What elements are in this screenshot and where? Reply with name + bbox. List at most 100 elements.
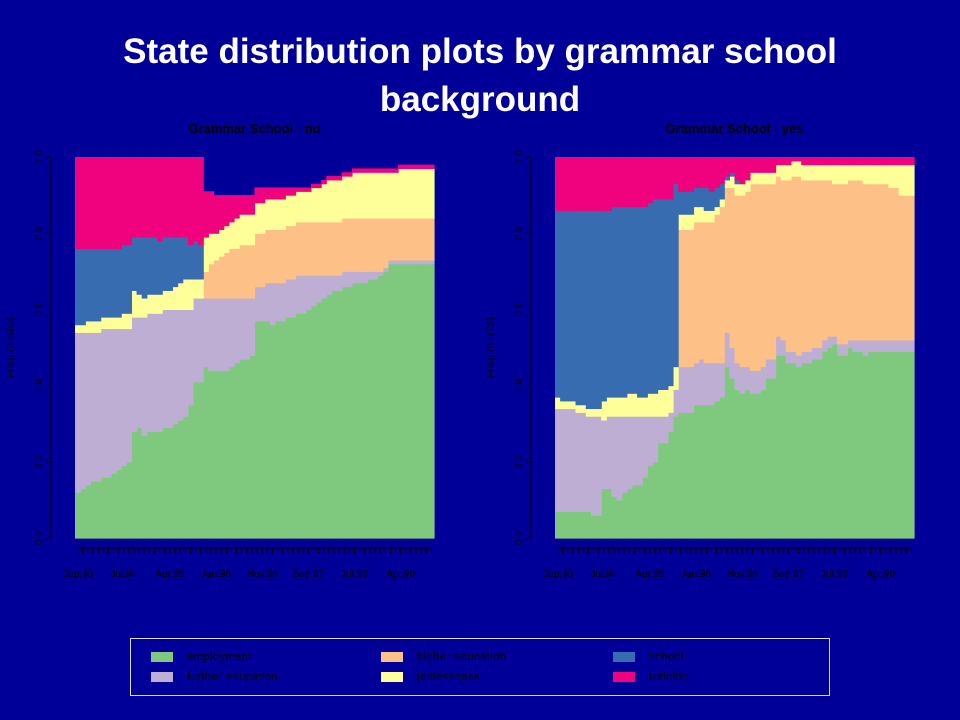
area-segment-training: [162, 157, 168, 238]
area-segment-school: [642, 206, 648, 398]
area-segment-employment: [816, 358, 823, 539]
area-segment-further-education: [667, 412, 674, 432]
area-segment-training: [898, 157, 905, 166]
area-segment-employment: [341, 286, 348, 539]
area-segment-higher-education: [693, 221, 700, 364]
area-segment-training: [590, 157, 597, 211]
x-tick-label: Jul.98: [341, 569, 368, 580]
area-segment-school: [560, 210, 566, 402]
area-segment-employment: [172, 423, 179, 539]
area-segment-employment: [382, 271, 389, 539]
area-segment-further-education: [259, 286, 266, 322]
area-segment-joblessness: [387, 172, 394, 219]
area-segment-training: [570, 157, 577, 211]
area-segment-joblessness: [837, 164, 843, 185]
area-segment-further-education: [290, 278, 297, 318]
area-segment-training: [903, 157, 910, 166]
area-segment-training: [565, 157, 571, 211]
area-segment-employment: [377, 275, 384, 539]
area-segment-higher-education: [908, 195, 915, 341]
area-segment-school: [85, 248, 91, 322]
area-segment-joblessness: [126, 313, 133, 330]
area-segment-employment: [811, 358, 818, 539]
area-segment-higher-education: [413, 217, 420, 261]
legend-item-employment: employment: [151, 651, 252, 663]
area-segment-school: [662, 198, 669, 391]
area-segment-higher-education: [321, 221, 327, 276]
area-segment-school: [95, 248, 102, 322]
area-segment-further-education: [316, 275, 322, 303]
area-segment-school: [703, 187, 710, 211]
area-segment-further-education: [105, 328, 112, 478]
area-segment-employment: [601, 488, 607, 539]
area-segment-school: [729, 172, 736, 177]
area-segment-higher-education: [755, 183, 761, 371]
area-segment-joblessness: [285, 195, 291, 227]
series-further-education: [75, 259, 435, 493]
area-segment-school: [621, 206, 628, 398]
area-segment-higher-education: [903, 195, 910, 341]
area-segment-joblessness: [631, 393, 638, 417]
area-segment-higher-education: [305, 221, 312, 276]
area-segment-school: [555, 210, 561, 398]
area-segment-further-education: [192, 297, 199, 383]
area-segment-employment: [585, 511, 592, 539]
area-segment-further-education: [672, 389, 679, 417]
area-segment-joblessness: [418, 168, 425, 219]
area-segment-further-education: [857, 339, 864, 352]
area-segment-training: [621, 157, 628, 208]
area-segment-training: [580, 157, 587, 211]
area-segment-joblessness: [570, 400, 577, 410]
area-segment-joblessness: [167, 290, 174, 310]
area-segment-further-education: [826, 336, 833, 349]
area-segment-further-education: [403, 259, 409, 265]
area-segment-higher-education: [367, 217, 374, 272]
area-segment-higher-education: [275, 229, 281, 284]
slide-title: State distribution plots by grammar scho…: [123, 32, 837, 119]
area-segment-employment: [672, 416, 679, 539]
area-segment-joblessness: [182, 278, 189, 310]
area-segment-employment: [213, 370, 220, 539]
area-segment-joblessness: [198, 278, 204, 299]
y-tick-label: 0.0: [34, 531, 45, 545]
area-segment-school: [596, 210, 602, 410]
area-segment-training: [801, 157, 807, 166]
area-segment-joblessness: [75, 324, 81, 333]
area-segment-training: [310, 183, 317, 189]
area-segment-joblessness: [883, 164, 889, 185]
area-segment-school: [688, 191, 695, 215]
area-segment-school: [187, 244, 194, 280]
area-segment-further-education: [862, 339, 869, 356]
area-segment-further-education: [285, 278, 291, 318]
area-segment-employment: [857, 351, 864, 539]
area-segment-training: [652, 157, 659, 200]
area-segment-employment: [362, 282, 368, 539]
area-segment-further-education: [351, 271, 358, 284]
area-segment-joblessness: [290, 195, 297, 227]
y-axis-label: Freq. (n=583): [6, 317, 17, 378]
area-segment-joblessness: [162, 290, 168, 310]
area-segment-further-education: [198, 297, 204, 383]
area-segment-joblessness: [606, 397, 613, 417]
area-segment-school: [570, 210, 577, 402]
area-segment-further-education: [126, 328, 133, 463]
area-segment-school: [606, 210, 613, 398]
area-segment-training: [177, 157, 184, 238]
area-segment-higher-education: [713, 214, 720, 364]
area-segment-training: [249, 195, 256, 215]
area-segment-employment: [621, 492, 628, 539]
area-segment-joblessness: [903, 164, 910, 196]
area-segment-higher-education: [346, 217, 353, 272]
area-segment-employment: [739, 393, 746, 539]
area-segment-training: [596, 157, 602, 211]
area-segment-training: [785, 157, 792, 166]
area-segment-further-education: [590, 416, 597, 516]
area-segment-joblessness: [739, 183, 746, 196]
area-segment-higher-education: [408, 217, 415, 261]
area-segment-employment: [570, 511, 577, 539]
area-segment-joblessness: [596, 408, 602, 417]
area-segment-employment: [755, 393, 761, 539]
area-segment-joblessness: [642, 397, 648, 417]
series-employment: [75, 263, 435, 539]
area-segment-higher-education: [703, 221, 710, 364]
